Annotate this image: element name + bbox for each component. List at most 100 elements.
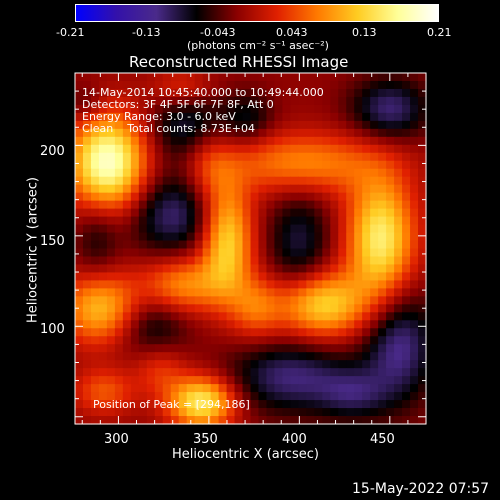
heatmap-cell bbox=[98, 128, 108, 138]
heatmap-cell bbox=[146, 296, 156, 305]
heatmap-cell bbox=[394, 288, 403, 297]
heatmap-cell bbox=[282, 136, 291, 146]
heatmap-cell bbox=[378, 400, 387, 409]
heatmap-cell bbox=[330, 328, 339, 337]
heatmap-cell bbox=[194, 200, 204, 210]
heatmap-cell bbox=[298, 416, 307, 425]
heatmap-cell bbox=[394, 88, 403, 98]
heatmap-cell bbox=[298, 128, 307, 138]
heatmap-cell bbox=[330, 416, 339, 425]
heatmap-cell bbox=[386, 216, 395, 226]
heatmap-cell bbox=[386, 224, 395, 234]
chart-title: Reconstructed RHESSI Image bbox=[129, 53, 349, 71]
x-axis-label: Heliocentric X (arcsec) bbox=[172, 447, 319, 462]
heatmap-cell bbox=[114, 328, 124, 337]
heatmap-cell bbox=[402, 408, 411, 417]
heatmap-cell bbox=[122, 272, 132, 282]
heatmap-cell bbox=[162, 280, 172, 289]
heatmap-cell bbox=[202, 88, 212, 98]
heatmap-cell bbox=[274, 320, 284, 329]
heatmap-cell bbox=[226, 248, 236, 258]
heatmap-cell bbox=[98, 216, 108, 226]
heatmap-cell bbox=[178, 184, 188, 194]
heatmap-cell bbox=[314, 104, 323, 114]
heatmap-cell bbox=[322, 320, 331, 329]
heatmap-cell bbox=[202, 304, 212, 313]
heatmap-cell bbox=[266, 136, 276, 146]
heatmap-cell bbox=[410, 80, 419, 90]
heatmap-cell bbox=[146, 120, 156, 130]
heatmap-cell bbox=[114, 88, 124, 98]
heatmap-cell bbox=[162, 312, 172, 321]
heatmap-cell bbox=[322, 96, 331, 106]
heatmap-cell bbox=[370, 80, 379, 90]
heatmap-cell bbox=[146, 408, 156, 417]
heatmap-cell bbox=[378, 80, 387, 90]
heatmap-cell bbox=[210, 80, 220, 90]
heatmap-cell bbox=[75, 232, 84, 242]
heatmap-cell bbox=[330, 216, 339, 226]
heatmap-cell bbox=[210, 312, 220, 321]
heatmap-cell bbox=[138, 240, 148, 250]
heatmap-cell bbox=[114, 392, 124, 401]
heatmap-cell bbox=[354, 344, 363, 353]
heatmap-cell bbox=[122, 128, 132, 138]
heatmap-cell bbox=[90, 416, 100, 425]
heatmap-cell bbox=[338, 400, 347, 409]
heatmap-cell bbox=[378, 368, 387, 377]
heatmap-cell bbox=[194, 328, 204, 337]
heatmap-cell bbox=[274, 312, 284, 321]
heatmap-cell bbox=[394, 392, 403, 401]
heatmap-cell bbox=[250, 144, 260, 154]
heatmap-cell bbox=[386, 272, 395, 282]
heatmap-cell bbox=[298, 304, 307, 313]
heatmap-cell bbox=[306, 344, 315, 353]
heatmap-cell bbox=[322, 176, 331, 186]
heatmap-cell bbox=[202, 352, 212, 361]
heatmap-cell bbox=[386, 112, 395, 122]
heatmap-cell bbox=[162, 128, 172, 138]
heatmap-cell bbox=[322, 144, 331, 154]
heatmap-cell bbox=[378, 376, 387, 385]
heatmap-cell bbox=[330, 312, 339, 321]
heatmap-cell bbox=[122, 216, 132, 226]
heatmap-cell bbox=[186, 296, 196, 305]
heatmap-cell bbox=[202, 104, 212, 114]
heatmap-cell bbox=[418, 280, 427, 289]
heatmap-cell bbox=[234, 136, 244, 146]
heatmap-cell bbox=[114, 80, 124, 90]
heatmap-cell bbox=[186, 184, 196, 194]
heatmap-cell bbox=[354, 296, 363, 305]
heatmap-cell bbox=[410, 232, 419, 242]
heatmap-cell bbox=[266, 192, 276, 202]
heatmap-cell bbox=[298, 352, 307, 361]
heatmap-cell bbox=[354, 232, 363, 242]
heatmap-cell bbox=[258, 272, 268, 282]
heatmap-cell bbox=[170, 352, 180, 361]
heatmap-cell bbox=[138, 128, 148, 138]
heatmap-cell bbox=[82, 408, 92, 417]
heatmap-cell bbox=[370, 408, 379, 417]
heatmap-cell bbox=[122, 320, 132, 329]
heatmap-cell bbox=[90, 344, 100, 353]
heatmap-cell bbox=[266, 400, 276, 409]
heatmap-cell bbox=[234, 376, 244, 385]
heatmap-cell bbox=[394, 176, 403, 186]
heatmap-cell bbox=[242, 208, 252, 218]
heatmap-cell bbox=[306, 128, 315, 138]
heatmap-cell bbox=[258, 280, 268, 289]
heatmap-cell bbox=[170, 416, 180, 425]
heatmap-cell bbox=[75, 96, 84, 106]
heatmap-cell bbox=[306, 304, 315, 313]
heatmap-cell bbox=[154, 80, 164, 90]
heatmap-cell bbox=[346, 400, 355, 409]
heatmap-cell bbox=[226, 232, 236, 242]
heatmap-cell bbox=[378, 392, 387, 401]
heatmap-cell bbox=[130, 264, 140, 274]
heatmap-cell bbox=[418, 288, 427, 297]
heatmap-cell bbox=[178, 392, 188, 401]
heatmap-cell bbox=[122, 352, 132, 361]
heatmap-cell bbox=[170, 368, 180, 377]
heatmap-cell bbox=[170, 136, 180, 146]
heatmap-cell bbox=[354, 88, 363, 98]
